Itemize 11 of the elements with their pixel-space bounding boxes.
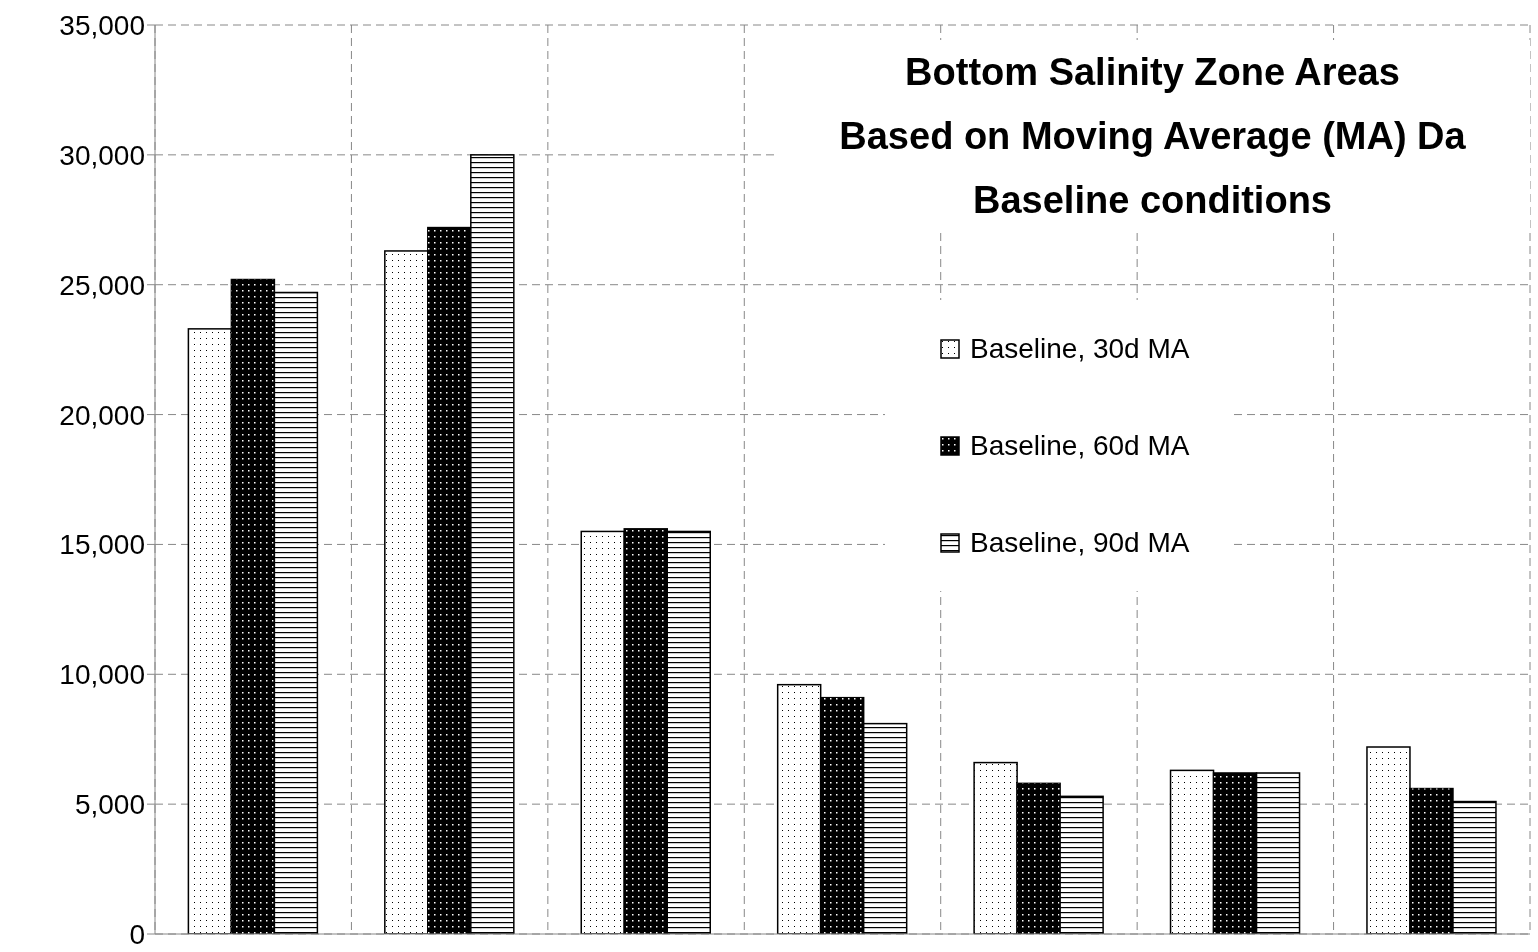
legend-label: Baseline, 30d MA bbox=[970, 332, 1190, 365]
y-tick-label: 5,000 bbox=[74, 789, 145, 821]
y-tick-label: 20,000 bbox=[59, 399, 145, 431]
y-tick-label: 15,000 bbox=[59, 529, 145, 561]
y-tick-label: 30,000 bbox=[59, 139, 145, 171]
legend-label: Baseline, 90d MA bbox=[970, 526, 1190, 559]
y-tick-label: 0 bbox=[129, 918, 145, 950]
y-tick-label: 10,000 bbox=[59, 659, 145, 691]
y-tick-label: 25,000 bbox=[59, 269, 145, 301]
legend-label: Baseline, 60d MA bbox=[970, 429, 1190, 462]
y-tick-label: 35,000 bbox=[59, 9, 145, 41]
